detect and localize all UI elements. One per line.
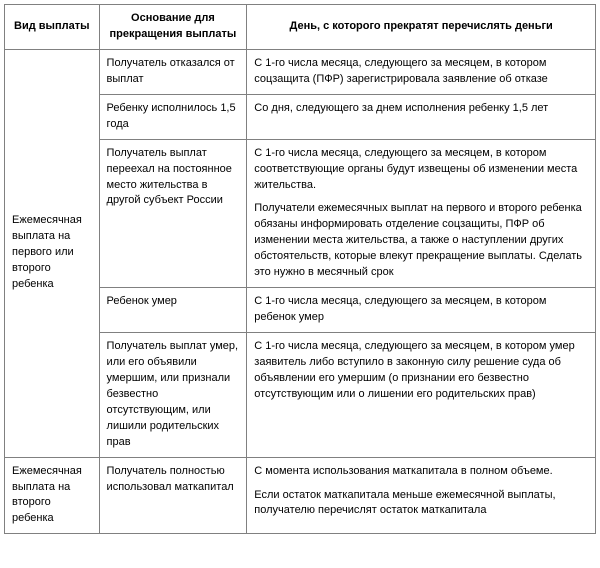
reason-cell: Получатель отказался от выплат — [99, 49, 247, 94]
detail-paragraph: С момента использования маткапитала в по… — [254, 464, 588, 480]
detail-paragraph: Если остаток маткапитала меньше ежемесяч… — [254, 488, 588, 520]
table-row: Ежемесячная выплата на первого или второ… — [5, 49, 596, 94]
detail-paragraph: Со дня, следующего за днем исполнения ре… — [254, 101, 588, 117]
detail-cell: С 1-го числа месяца, следующего за месяц… — [247, 333, 596, 458]
detail-cell: С момента использования маткапитала в по… — [247, 457, 596, 534]
col-header-day: День, с которого прекратят перечислять д… — [247, 5, 596, 50]
detail-cell: Со дня, следующего за днем исполнения ре… — [247, 94, 596, 139]
payment-type-cell: Ежемесячная выплата на второго ребенка — [5, 457, 100, 534]
detail-paragraph: С 1-го числа месяца, следующего за месяц… — [254, 339, 588, 403]
detail-paragraph: Получатели ежемесячных выплат на первого… — [254, 201, 588, 281]
reason-cell: Ребенок умер — [99, 288, 247, 333]
detail-paragraph: С 1-го числа месяца, следующего за месяц… — [254, 56, 588, 88]
reason-cell: Получатель выплат переехал на постоянное… — [99, 139, 247, 288]
payments-termination-table: Вид выплаты Основание для прекращения вы… — [4, 4, 596, 534]
col-header-reason: Основание для прекращения выплаты — [99, 5, 247, 50]
detail-paragraph: С 1-го числа месяца, следующего за месяц… — [254, 294, 588, 326]
table-row: Ежемесячная выплата на второго ребенка П… — [5, 457, 596, 534]
payment-type-cell: Ежемесячная выплата на первого или второ… — [5, 49, 100, 457]
detail-cell: С 1-го числа месяца, следующего за месяц… — [247, 288, 596, 333]
detail-paragraph: С 1-го числа месяца, следующего за месяц… — [254, 146, 588, 194]
col-header-type: Вид выплаты — [5, 5, 100, 50]
reason-cell: Получатель полностью использовал маткапи… — [99, 457, 247, 534]
detail-cell: С 1-го числа месяца, следующего за месяц… — [247, 139, 596, 288]
detail-cell: С 1-го числа месяца, следующего за месяц… — [247, 49, 596, 94]
reason-cell: Получатель выплат умер, или его объявили… — [99, 333, 247, 458]
table-header-row: Вид выплаты Основание для прекращения вы… — [5, 5, 596, 50]
reason-cell: Ребенку исполнилось 1,5 года — [99, 94, 247, 139]
